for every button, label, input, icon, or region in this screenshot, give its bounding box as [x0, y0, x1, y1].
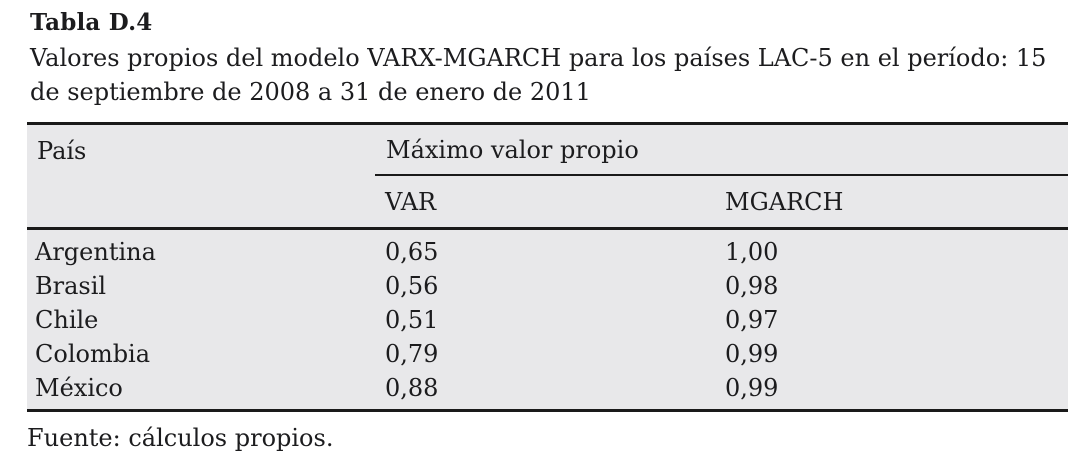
column-header-group: Máximo valor propio [375, 125, 1068, 176]
cell-pais: Brasil [35, 272, 107, 300]
column-header-pais: País [37, 136, 87, 165]
table-subheader-row: VAR MGARCH [27, 176, 1068, 230]
cell-mgarch: 0,99 [725, 340, 779, 368]
table-row: Chile 0,51 0,97 [27, 303, 1068, 337]
table-caption: Valores propios del modelo VARX-MGARCH p… [30, 44, 1047, 106]
cell-var: 0,88 [385, 374, 439, 402]
cell-pais: Argentina [35, 238, 156, 266]
table-row: Argentina 0,65 1,00 [27, 235, 1068, 269]
cell-var: 0,79 [385, 340, 439, 368]
cell-mgarch: 1,00 [725, 238, 779, 266]
table-header-group-row: País Máximo valor propio [27, 125, 1068, 176]
eigenvalues-table: País Máximo valor propio VAR MGARCH Arge… [27, 122, 1068, 412]
column-header-group-label: Máximo valor propio [386, 135, 639, 164]
cell-var: 0,51 [385, 306, 439, 334]
cell-pais: México [35, 374, 123, 402]
table-row: Brasil 0,56 0,98 [27, 269, 1068, 303]
cell-var: 0,65 [385, 238, 439, 266]
cell-mgarch: 0,99 [725, 374, 779, 402]
cell-mgarch: 0,97 [725, 306, 779, 334]
cell-mgarch: 0,98 [725, 272, 779, 300]
table-title: Tabla D.4 [30, 9, 153, 36]
cell-pais: Chile [35, 306, 99, 334]
column-header-mgarch: MGARCH [725, 187, 844, 216]
table-row: Colombia 0,79 0,99 [27, 337, 1068, 371]
table-row: México 0,88 0,99 [27, 371, 1068, 405]
cell-pais: Colombia [35, 340, 151, 368]
cell-var: 0,56 [385, 272, 439, 300]
column-header-var: VAR [385, 187, 437, 216]
table-body: Argentina 0,65 1,00 Brasil 0,56 0,98 Chi… [27, 230, 1068, 409]
source-note: Fuente: cálculos propios. [27, 424, 334, 452]
